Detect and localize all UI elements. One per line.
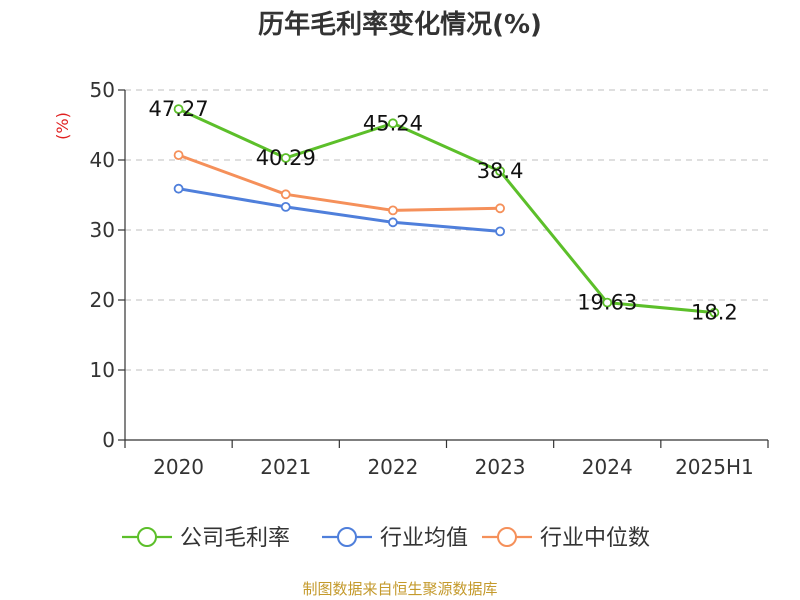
data-point [280,153,291,163]
data-point [602,297,613,308]
legend-marker [497,527,517,547]
data-labels: 47.27 40.29 45.24 38.4 19.63 18.2 [149,97,738,324]
legend-marker [137,527,157,547]
y-tick-label: 0 [102,428,115,452]
x-tick-label: 2024 [582,455,633,479]
data-label: 19.63 [577,291,637,315]
data-point [495,166,505,177]
data-label: 40.29 [256,146,316,170]
data-point [388,118,398,129]
legend-item: 公司毛利率 [122,526,290,551]
data-label: 47.27 [149,97,209,121]
series-line [177,107,716,315]
legend-label: 公司毛利率 [180,526,290,551]
series-line [177,187,502,233]
series-lines [173,104,720,318]
legend: 公司毛利率 行业均值 行业中位数 [122,526,650,551]
data-point [280,201,291,212]
legend-label: 行业中位数 [540,526,650,551]
data-point [388,205,398,216]
y-tick-label: 10 [90,358,115,382]
axes: 0 10 20 30 40 50 2020 2021 2022 2023 2024 2025H1 [90,78,769,479]
legend-item: 行业均值 [322,526,468,551]
data-point [280,189,291,200]
data-label: 18.2 [691,301,738,325]
data-point [173,150,184,161]
y-tick-label: 30 [90,218,115,242]
x-tick-label: 2020 [153,455,204,479]
y-tick-label: 20 [90,288,115,312]
data-label: 45.24 [363,111,423,135]
y-axis-unit-label: (%) [53,112,72,140]
x-tick-label: 2022 [367,455,418,479]
data-point [495,226,505,237]
data-point [388,217,398,228]
data-point [173,183,184,194]
y-tick-label: 50 [90,78,115,102]
legend-marker [337,527,357,547]
y-tick-label: 40 [90,148,115,172]
data-point [709,307,720,318]
x-tick-label: 2025H1 [675,455,754,479]
gridlines [125,89,768,371]
series-line [177,153,502,212]
legend-item: 行业中位数 [482,526,650,551]
legend-label: 行业均值 [380,526,468,551]
data-point [173,104,184,115]
x-tick-label: 2023 [475,455,526,479]
data-label: 38.4 [477,159,524,183]
x-tick-label: 2021 [260,455,311,479]
source-note: 制图数据来自恒生聚源数据库 [302,580,497,598]
chart-title: 历年毛利率变化情况(%) [258,9,542,40]
data-point [495,203,505,214]
